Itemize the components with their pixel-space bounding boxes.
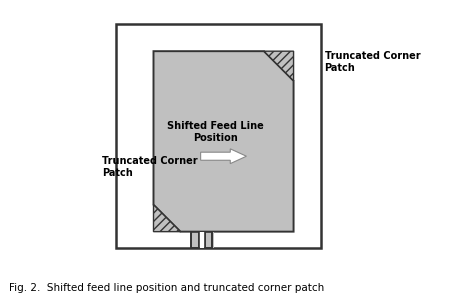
FancyArrow shape xyxy=(201,149,246,164)
Text: Truncated Corner
Patch: Truncated Corner Patch xyxy=(325,51,420,73)
Bar xyxy=(199,232,205,248)
Polygon shape xyxy=(264,51,293,81)
Text: Truncated Corner
Patch: Truncated Corner Patch xyxy=(102,156,198,178)
Polygon shape xyxy=(154,205,181,232)
Text: Shifted Feed Line
Position: Shifted Feed Line Position xyxy=(167,121,264,143)
Bar xyxy=(190,232,214,248)
Bar xyxy=(190,232,191,248)
Bar xyxy=(116,24,320,248)
Text: Fig. 2.  Shifted feed line position and truncated corner patch: Fig. 2. Shifted feed line position and t… xyxy=(9,283,325,293)
Bar xyxy=(191,232,199,248)
Polygon shape xyxy=(154,51,293,232)
Bar xyxy=(205,232,212,248)
